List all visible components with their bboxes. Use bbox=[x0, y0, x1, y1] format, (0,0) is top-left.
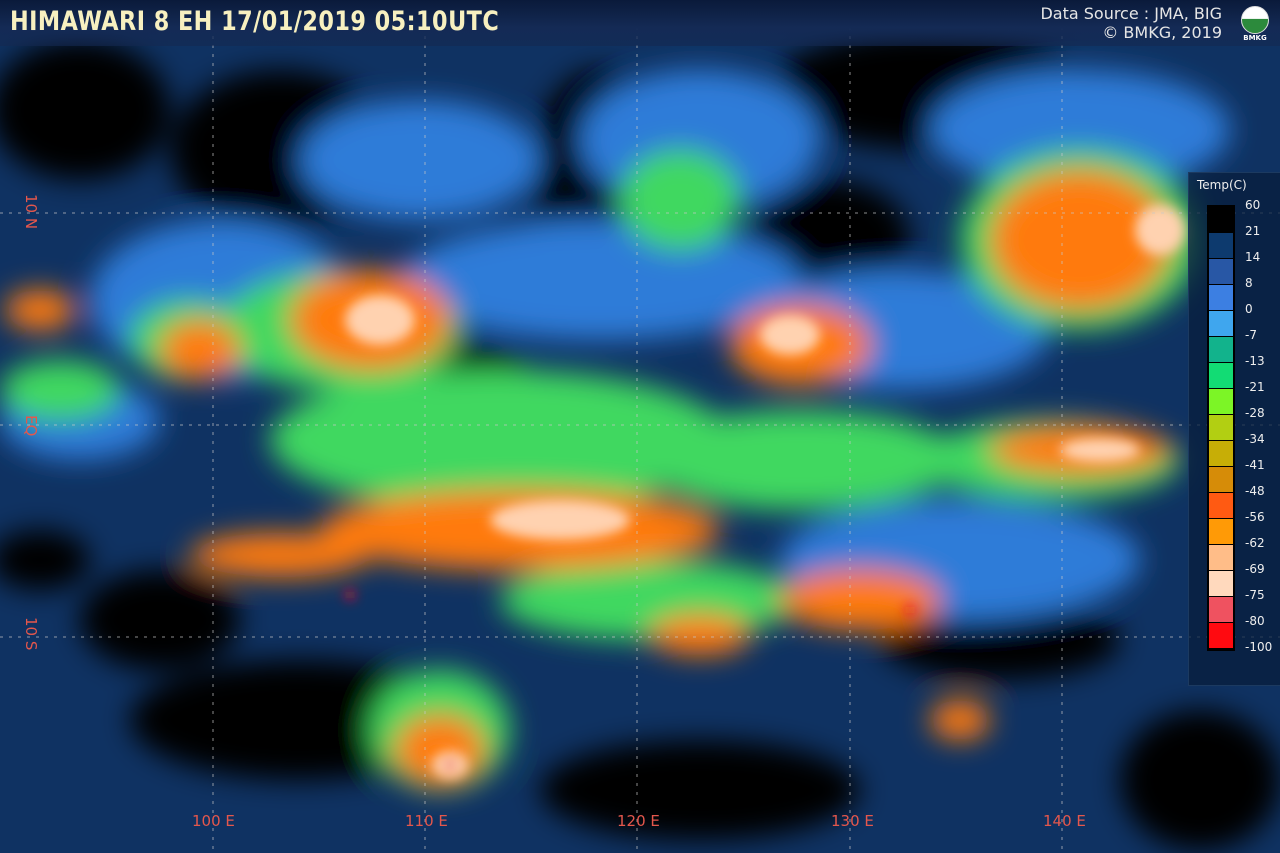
legend-color-segment bbox=[1209, 311, 1233, 337]
legend-color-segment bbox=[1209, 545, 1233, 571]
legend-tick-label: -100 bbox=[1245, 640, 1273, 654]
data-source: Data Source : JMA, BIG © BMKG, 2019 bbox=[1040, 4, 1222, 42]
legend-color-segment bbox=[1209, 597, 1233, 623]
temperature-legend: Temp(C) 60 21 14 8 0 -7 -13 -21 -28 -34 -41 -48 -56 -… bbox=[1188, 172, 1280, 686]
legend-tick-label: -13 bbox=[1245, 354, 1265, 368]
cold-free-dark-region bbox=[0, 40, 170, 180]
legend-color-segment bbox=[1209, 207, 1233, 233]
logo-text: BMKG bbox=[1243, 34, 1267, 42]
cold-free-dark-region bbox=[80, 570, 240, 670]
legend-tick-label: -80 bbox=[1245, 614, 1265, 628]
legend-title: Temp(C) bbox=[1197, 178, 1247, 192]
legend-color-segment bbox=[1209, 389, 1233, 415]
legend-tick-label: 0 bbox=[1245, 302, 1253, 316]
lat-label-10s: 10 S bbox=[22, 617, 40, 651]
legend-tick-label: 8 bbox=[1245, 276, 1253, 290]
color-scale-bar bbox=[1207, 205, 1235, 651]
lat-label-eq: EQ bbox=[22, 415, 40, 437]
cold-cloud-top bbox=[930, 700, 990, 740]
source-line: Data Source : JMA, BIG bbox=[1040, 4, 1222, 23]
cold-free-dark-region bbox=[0, 530, 90, 590]
cold-free-dark-region bbox=[880, 600, 1120, 680]
cloud-region bbox=[620, 150, 740, 250]
legend-tick-label: -75 bbox=[1245, 588, 1265, 602]
cloud-region bbox=[640, 410, 960, 510]
legend-color-segment bbox=[1209, 363, 1233, 389]
legend-tick-label: -21 bbox=[1245, 380, 1265, 394]
globe-icon bbox=[1241, 6, 1269, 34]
legend-color-segment bbox=[1209, 285, 1233, 311]
legend-tick-label: 60 bbox=[1245, 198, 1261, 212]
legend-color-segment bbox=[1209, 493, 1233, 519]
cold-cloud-top bbox=[160, 320, 240, 380]
cold-cloud-top bbox=[650, 615, 750, 655]
bmkg-logo: BMKG bbox=[1240, 6, 1270, 44]
legend-tick-label: -7 bbox=[1245, 328, 1257, 342]
legend-color-segment bbox=[1209, 441, 1233, 467]
coldest-cloud-core bbox=[445, 760, 455, 770]
lon-label-140e: 140 E bbox=[1043, 812, 1086, 830]
cloud-region bbox=[400, 220, 800, 340]
legend-tick-label: -69 bbox=[1245, 562, 1265, 576]
very-cold-cloud-top bbox=[1135, 205, 1185, 255]
legend-color-segment bbox=[1209, 519, 1233, 545]
very-cold-cloud-top bbox=[1060, 438, 1140, 462]
legend-tick-label: -34 bbox=[1245, 432, 1265, 446]
legend-color-segment bbox=[1209, 233, 1233, 259]
cold-cloud-top bbox=[780, 570, 940, 630]
cold-cloud-top bbox=[5, 290, 75, 330]
cloud-region bbox=[300, 100, 540, 220]
copyright-line: © BMKG, 2019 bbox=[1102, 23, 1222, 42]
cloud-region bbox=[270, 370, 730, 510]
cold-cloud-top bbox=[190, 533, 370, 577]
coldest-cloud-core bbox=[345, 590, 355, 600]
legend-tick-label: -62 bbox=[1245, 536, 1265, 550]
lon-label-120e: 120 E bbox=[617, 812, 660, 830]
legend-tick-label: -41 bbox=[1245, 458, 1265, 472]
legend-tick-label: -48 bbox=[1245, 484, 1265, 498]
very-cold-cloud-top bbox=[760, 315, 820, 355]
legend-tick-label: 14 bbox=[1245, 250, 1261, 264]
image-title: HIMAWARI 8 EH 17/01/2019 05:10UTC bbox=[10, 6, 500, 37]
lon-label-100e: 100 E bbox=[192, 812, 235, 830]
legend-color-segment bbox=[1209, 337, 1233, 363]
legend-tick-label: -56 bbox=[1245, 510, 1265, 524]
legend-color-segment bbox=[1209, 259, 1233, 285]
lon-label-110e: 110 E bbox=[405, 812, 448, 830]
cloud-region bbox=[0, 360, 120, 420]
very-cold-cloud-top bbox=[490, 500, 630, 540]
cold-cloud-top bbox=[990, 170, 1170, 310]
cold-free-dark-region bbox=[1120, 710, 1280, 850]
very-cold-cloud-top bbox=[345, 295, 415, 345]
legend-tick-label: 21 bbox=[1245, 224, 1261, 238]
cloud-region bbox=[930, 70, 1230, 190]
lat-label-10n: 10 N bbox=[22, 194, 40, 230]
cold-free-dark-region bbox=[540, 740, 860, 840]
legend-color-segment bbox=[1209, 623, 1233, 649]
lon-label-130e: 130 E bbox=[831, 812, 874, 830]
coldest-cloud-core bbox=[905, 605, 915, 615]
legend-tick-label: -28 bbox=[1245, 406, 1265, 420]
cloud-region bbox=[500, 560, 800, 640]
legend-color-segment bbox=[1209, 467, 1233, 493]
title-bar: HIMAWARI 8 EH 17/01/2019 05:10UTC Data S… bbox=[0, 0, 1280, 46]
legend-color-segment bbox=[1209, 571, 1233, 597]
legend-color-segment bbox=[1209, 415, 1233, 441]
